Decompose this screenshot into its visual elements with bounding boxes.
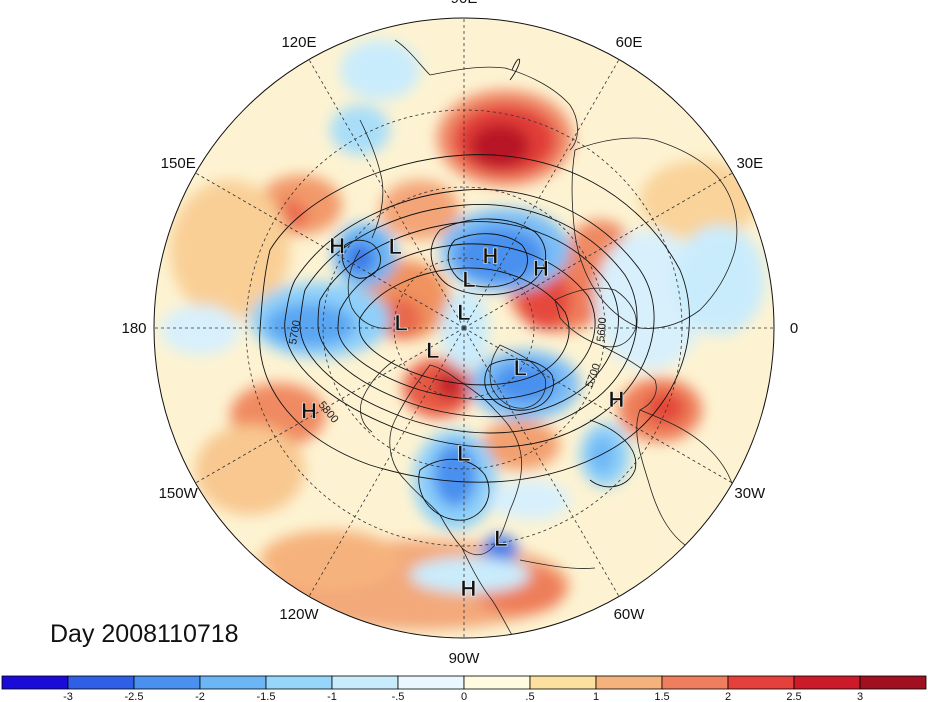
longitude-label: 180 — [121, 320, 146, 337]
high-pressure-marker: H — [329, 234, 345, 259]
longitude-label: 30E — [736, 155, 763, 172]
southeast-asia-outline — [394, 39, 431, 76]
colorbar-tick-label: 3 — [857, 691, 863, 702]
low-pressure-marker: L — [457, 441, 470, 466]
south-asia-outline — [429, 66, 578, 151]
contour-5700 — [317, 221, 619, 418]
colorbar-tick-label: -.5 — [392, 691, 405, 702]
siberia-outline — [347, 249, 391, 329]
longitude-label: 90W — [449, 650, 481, 667]
colorbar-tick-label: 1.5 — [654, 691, 669, 702]
longitude-label: 120E — [281, 34, 316, 51]
map-border — [153, 17, 775, 639]
colorbar-swatch — [397, 675, 465, 690]
contour-5850 — [259, 154, 690, 483]
colorbar-tick-label: 1 — [593, 691, 599, 702]
height-contours — [259, 58, 690, 521]
contour-5750-b — [418, 458, 490, 521]
low-pressure-marker: L — [462, 267, 475, 292]
colorbar-tick-label: -1 — [327, 691, 337, 702]
contour-5850-b — [589, 419, 637, 488]
longitude-labels: 90E 60E 30E 0 30W 60W 90W 120W 150W 180 150E 120E — [121, 0, 798, 667]
contour-5900-asia — [509, 58, 521, 81]
colorbar-swatch — [265, 675, 333, 690]
colorbar-tick-label: -2 — [195, 691, 205, 702]
date-label: Day 2008110718 — [50, 620, 239, 648]
colorbar-swatch — [529, 675, 597, 690]
colorbar-swatch — [199, 675, 267, 690]
longitude-label: 150E — [161, 155, 196, 172]
meridian-line — [463, 172, 733, 329]
low-pressure-marker: L — [457, 300, 470, 325]
longitude-label: 150W — [159, 485, 199, 502]
high-pressure-marker: H — [482, 243, 498, 268]
contour-5550-b — [484, 358, 554, 411]
contour-5800 — [284, 189, 655, 448]
high-pressure-marker: H — [461, 576, 477, 601]
contour-5550-a — [430, 218, 547, 296]
colorbar-swatch — [67, 675, 135, 690]
meridian-line — [463, 327, 620, 597]
colorbar-swatch — [595, 675, 663, 690]
colorbar-tick-label: -3 — [63, 691, 73, 702]
colorbar-tick-label: 0 — [461, 691, 467, 702]
low-pressure-marker: L — [494, 526, 507, 551]
contour-5750 — [299, 203, 638, 434]
contour-5500-a — [447, 233, 528, 288]
meridian-line — [463, 327, 733, 484]
colorbar-swatch — [859, 675, 927, 690]
contour-5550-c — [341, 239, 381, 279]
north-america-outline — [389, 364, 523, 556]
longitude-label: 90E — [451, 0, 478, 7]
high-pressure-marker: H — [533, 256, 549, 281]
low-pressure-marker: L — [394, 311, 407, 336]
central-america-outline — [461, 547, 513, 636]
contour-5650 — [337, 243, 596, 400]
latitude-circle-70n — [393, 257, 535, 399]
low-pressure-marker: L — [389, 234, 402, 259]
scandinavia-outline — [554, 287, 637, 348]
longitude-label: 60E — [616, 34, 643, 51]
greenland-outline — [489, 344, 547, 409]
longitude-label: 60W — [614, 606, 646, 623]
alaska-outline — [360, 359, 396, 433]
colorbar-tick-label: -2.5 — [125, 691, 144, 702]
colorbar-swatch — [661, 675, 729, 690]
meridian-line — [195, 172, 465, 329]
contour-5600 — [358, 267, 570, 386]
contour-label: 5700 — [287, 319, 303, 345]
meridian-line — [463, 59, 620, 329]
longitude-label: 30W — [734, 485, 766, 502]
colorbar-swatch — [133, 675, 201, 690]
continent-outlines — [347, 39, 738, 636]
meridian-line — [195, 327, 465, 484]
longitude-label: 120W — [279, 606, 319, 623]
colorbar-tick-label: -1.5 — [257, 691, 276, 702]
contour-label: 5600 — [595, 317, 609, 342]
colorbar-swatch — [793, 675, 861, 690]
colorbar-swatch — [1, 675, 69, 690]
colorbar-swatch — [727, 675, 795, 690]
east-asia-outline — [359, 119, 384, 239]
low-pressure-marker: L — [514, 355, 527, 380]
europe-outline — [599, 344, 657, 411]
meridian-line — [308, 59, 465, 329]
meridian-line — [308, 327, 465, 597]
caribbean-outline — [519, 559, 596, 569]
colorbar-swatch — [463, 675, 531, 690]
graticule — [154, 18, 774, 638]
asia-outline — [571, 137, 738, 329]
low-pressure-marker: L — [426, 338, 439, 363]
colorbar-tick-label: .5 — [525, 691, 534, 702]
high-pressure-marker: H — [301, 398, 317, 423]
colorbar-swatch — [331, 675, 399, 690]
colorbar: -3 -2.5 -2 -1.5 -1 -.5 0 .5 1 1.5 2 2.5 3 — [1, 675, 927, 702]
high-pressure-marker: H — [609, 387, 625, 412]
colorbar-tick-label: 2.5 — [786, 691, 801, 702]
colorbar-tick-label: 2 — [725, 691, 731, 702]
longitude-label: 0 — [790, 320, 798, 337]
